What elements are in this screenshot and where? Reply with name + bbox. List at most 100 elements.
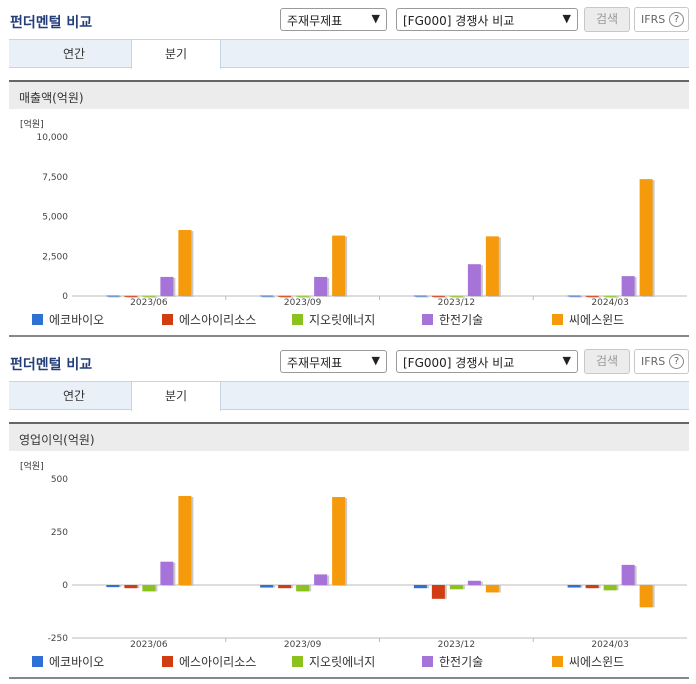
bar-shadow — [569, 296, 583, 298]
panel-title: 펀더멘털 비교 — [10, 357, 93, 373]
help-icon[interactable]: ? — [669, 12, 684, 27]
x-tick-label: 2023/12 — [438, 298, 475, 308]
bar[interactable] — [567, 585, 581, 588]
bar[interactable] — [449, 295, 463, 297]
chart-subtitle: 영업이익(억원) — [9, 422, 689, 451]
bar[interactable] — [567, 295, 581, 297]
bar[interactable] — [603, 585, 617, 591]
legend-label[interactable]: 지오릿에너지 — [309, 655, 375, 669]
bar[interactable] — [585, 295, 599, 297]
chevron-down-icon: ▼ — [562, 354, 571, 367]
ifrs-label: IFRS — [641, 355, 666, 368]
legend-label[interactable]: 에코바이오 — [49, 313, 104, 327]
period-tabs: 연간 분기 — [9, 381, 689, 411]
bar[interactable] — [431, 295, 445, 297]
compare-select[interactable]: [FG000] 경쟁사 비교 ▼ — [396, 8, 578, 31]
bar[interactable] — [449, 585, 463, 590]
legend-swatch — [292, 314, 303, 325]
bar[interactable] — [160, 561, 174, 585]
bar[interactable] — [124, 585, 138, 589]
bar[interactable] — [332, 235, 346, 296]
bar[interactable] — [178, 230, 192, 296]
tab-annual[interactable]: 연간 — [62, 389, 86, 403]
bar[interactable] — [142, 295, 156, 297]
bar[interactable] — [639, 179, 653, 296]
bar[interactable] — [278, 295, 292, 297]
y-tick-label: 0 — [62, 292, 68, 302]
x-tick-label: 2023/12 — [438, 640, 475, 650]
x-tick-label: 2023/06 — [130, 298, 168, 308]
bar[interactable] — [124, 295, 138, 297]
bar[interactable] — [603, 295, 617, 297]
search-button[interactable]: 검색 — [584, 349, 630, 374]
fundamental-compare-panel-revenue: 펀더멘털 비교 주재무제표 ▼ [FG000] 경쟁사 비교 ▼ 검색 IFRS… — [9, 7, 689, 337]
bar[interactable] — [413, 295, 427, 297]
bar-shadow — [144, 296, 158, 298]
bar[interactable] — [160, 276, 174, 296]
tab-quarterly[interactable]: 분기 — [131, 40, 221, 69]
bar[interactable] — [621, 564, 635, 585]
statement-select[interactable]: 주재무제표 ▼ — [280, 8, 387, 31]
x-tick-label: 2024/03 — [591, 640, 628, 650]
statement-select-value: 주재무제표 — [287, 14, 343, 28]
statement-select[interactable]: 주재무제표 ▼ — [280, 350, 387, 373]
bar[interactable] — [278, 585, 292, 589]
period-tabs: 연간 분기 — [9, 39, 689, 69]
tab-annual[interactable]: 연간 — [62, 47, 86, 61]
bar-shadow — [433, 296, 447, 298]
bar[interactable] — [178, 495, 192, 585]
bar-shadow — [415, 296, 429, 298]
legend-label[interactable]: 씨에스윈드 — [569, 313, 624, 327]
bar[interactable] — [314, 276, 328, 296]
bar[interactable] — [296, 585, 310, 592]
legend-label[interactable]: 지오릿에너지 — [309, 313, 375, 327]
legend-label[interactable]: 씨에스윈드 — [569, 655, 624, 669]
bar-shadow — [108, 296, 122, 298]
search-button[interactable]: 검색 — [584, 7, 630, 32]
bar[interactable] — [585, 585, 599, 589]
bar-shadow — [262, 296, 276, 298]
op-income-chart-container: -250 0 250 500 2023/06 2023/09 2023/12 2024/03 에… — [9, 451, 689, 679]
legend-swatch — [422, 656, 433, 667]
bar[interactable] — [639, 585, 653, 608]
bar[interactable] — [332, 497, 346, 585]
bar[interactable] — [621, 276, 635, 296]
x-tick-label: 2023/06 — [130, 640, 168, 650]
tab-quarterly[interactable]: 분기 — [131, 382, 221, 411]
bar-shadow — [605, 296, 619, 298]
bar[interactable] — [260, 295, 274, 297]
y-tick-label: 2,500 — [42, 252, 68, 262]
x-tick-label: 2023/09 — [284, 298, 322, 308]
compare-select[interactable]: [FG000] 경쟁사 비교 ▼ — [396, 350, 578, 373]
bar[interactable] — [314, 574, 328, 585]
legend-label[interactable]: 한전기술 — [439, 655, 483, 669]
legend-swatch — [552, 314, 563, 325]
bar[interactable] — [467, 580, 481, 585]
bar[interactable] — [296, 295, 310, 297]
chart-unit-label: [억원] — [20, 462, 44, 472]
ifrs-button[interactable]: IFRS ? — [634, 349, 689, 374]
legend-swatch — [422, 314, 433, 325]
x-tick-label: 2024/03 — [591, 298, 628, 308]
y-tick-label: 5,000 — [42, 213, 68, 223]
revenue-bar-chart: 0 2,500 5,000 7,500 10,000 2023/06 2023/09 2023… — [32, 133, 687, 327]
bar[interactable] — [142, 585, 156, 592]
bar[interactable] — [467, 264, 481, 296]
bar-shadow — [587, 296, 601, 298]
ifrs-button[interactable]: IFRS ? — [634, 7, 689, 32]
legend-label[interactable]: 에스아이리소스 — [179, 655, 256, 669]
bar[interactable] — [485, 585, 499, 593]
legend-swatch — [292, 656, 303, 667]
bar[interactable] — [106, 585, 120, 588]
help-icon[interactable]: ? — [669, 354, 684, 369]
bar[interactable] — [485, 236, 499, 296]
legend-label[interactable]: 에스아이리소스 — [179, 313, 256, 327]
bar-shadow — [126, 296, 140, 298]
bar[interactable] — [413, 585, 427, 589]
fundamental-compare-panel-op-income: 펀더멘털 비교 주재무제표 ▼ [FG000] 경쟁사 비교 ▼ 검색 IFRS… — [0, 342, 696, 684]
bar[interactable] — [431, 585, 445, 599]
legend-label[interactable]: 에코바이오 — [49, 655, 104, 669]
bar[interactable] — [106, 295, 120, 297]
bar[interactable] — [260, 585, 274, 588]
legend-label[interactable]: 한전기술 — [439, 313, 483, 327]
